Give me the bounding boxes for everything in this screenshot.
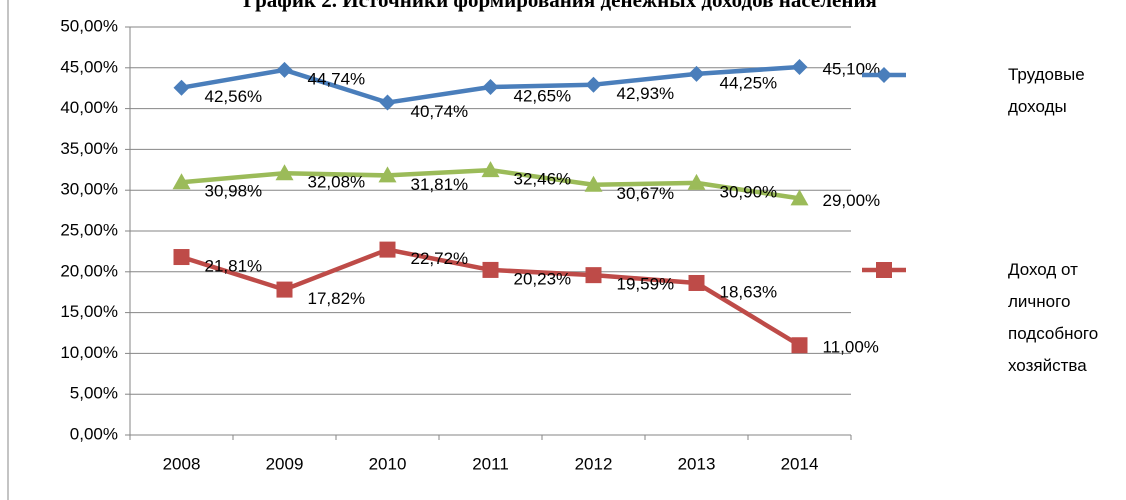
point <box>379 94 396 111</box>
point <box>791 58 808 75</box>
data-label: 44,74% <box>308 69 366 88</box>
data-label: 31,81% <box>411 175 469 194</box>
point <box>275 164 294 181</box>
point <box>276 61 293 78</box>
point <box>481 161 500 178</box>
data-label: 19,59% <box>617 275 675 294</box>
y-tick-label: 40,00% <box>60 98 118 117</box>
data-label: 42,93% <box>617 84 675 103</box>
data-label: 21,81% <box>205 257 263 276</box>
data-label: 18,63% <box>720 282 778 301</box>
point <box>585 267 602 284</box>
point <box>378 166 397 183</box>
y-tick-label: 5,00% <box>70 384 118 403</box>
point <box>379 241 396 258</box>
point <box>276 281 293 298</box>
point <box>482 261 499 278</box>
y-tick-label: 45,00% <box>60 57 118 76</box>
data-label: 17,82% <box>308 289 366 308</box>
data-label: 30,98% <box>205 182 263 201</box>
point <box>688 65 705 82</box>
y-tick-label: 20,00% <box>60 261 118 280</box>
data-label: 42,56% <box>205 87 263 106</box>
data-label: 29,00% <box>823 191 881 210</box>
legend-marker <box>876 67 892 83</box>
y-tick-label: 30,00% <box>60 180 118 199</box>
point <box>687 173 706 190</box>
point <box>791 337 808 354</box>
data-label: 30,90% <box>720 182 778 201</box>
y-tick-label: 10,00% <box>60 343 118 362</box>
point <box>173 79 190 96</box>
data-label: 32,08% <box>308 173 366 192</box>
legend-label: Доход от личного подсобного хозяйства <box>1008 260 1099 375</box>
data-label: 20,23% <box>514 269 572 288</box>
x-tick-label: 2014 <box>781 454 819 473</box>
point <box>173 249 190 266</box>
data-label: 40,74% <box>411 102 469 121</box>
data-label: 30,67% <box>617 184 675 203</box>
y-tick-label: 25,00% <box>60 220 118 239</box>
data-label: 44,25% <box>720 73 778 92</box>
chart-title: График 2. Источники формирования денежны… <box>243 0 877 12</box>
y-tick-label: 50,00% <box>60 16 118 35</box>
x-tick-label: 2011 <box>472 454 509 473</box>
point <box>585 76 602 93</box>
x-tick-label: 2009 <box>266 454 304 473</box>
x-tick-label: 2013 <box>678 454 716 473</box>
point <box>172 173 191 190</box>
data-label: 32,46% <box>514 170 572 189</box>
point <box>790 189 809 206</box>
y-tick-label: 35,00% <box>60 139 118 158</box>
data-label: 11,00% <box>823 338 879 357</box>
x-tick-label: 2010 <box>369 454 407 473</box>
data-label: 42,65% <box>514 86 572 105</box>
x-tick-label: 2012 <box>575 454 613 473</box>
data-label: 22,72% <box>411 249 469 268</box>
point <box>482 78 499 95</box>
legend-marker <box>876 262 892 278</box>
point <box>688 274 705 291</box>
x-tick-label: 2008 <box>163 454 201 473</box>
legend-label: Трудовые доходы <box>1008 65 1085 116</box>
y-tick-label: 0,00% <box>70 424 118 443</box>
point <box>584 175 603 192</box>
y-tick-label: 15,00% <box>60 302 118 321</box>
